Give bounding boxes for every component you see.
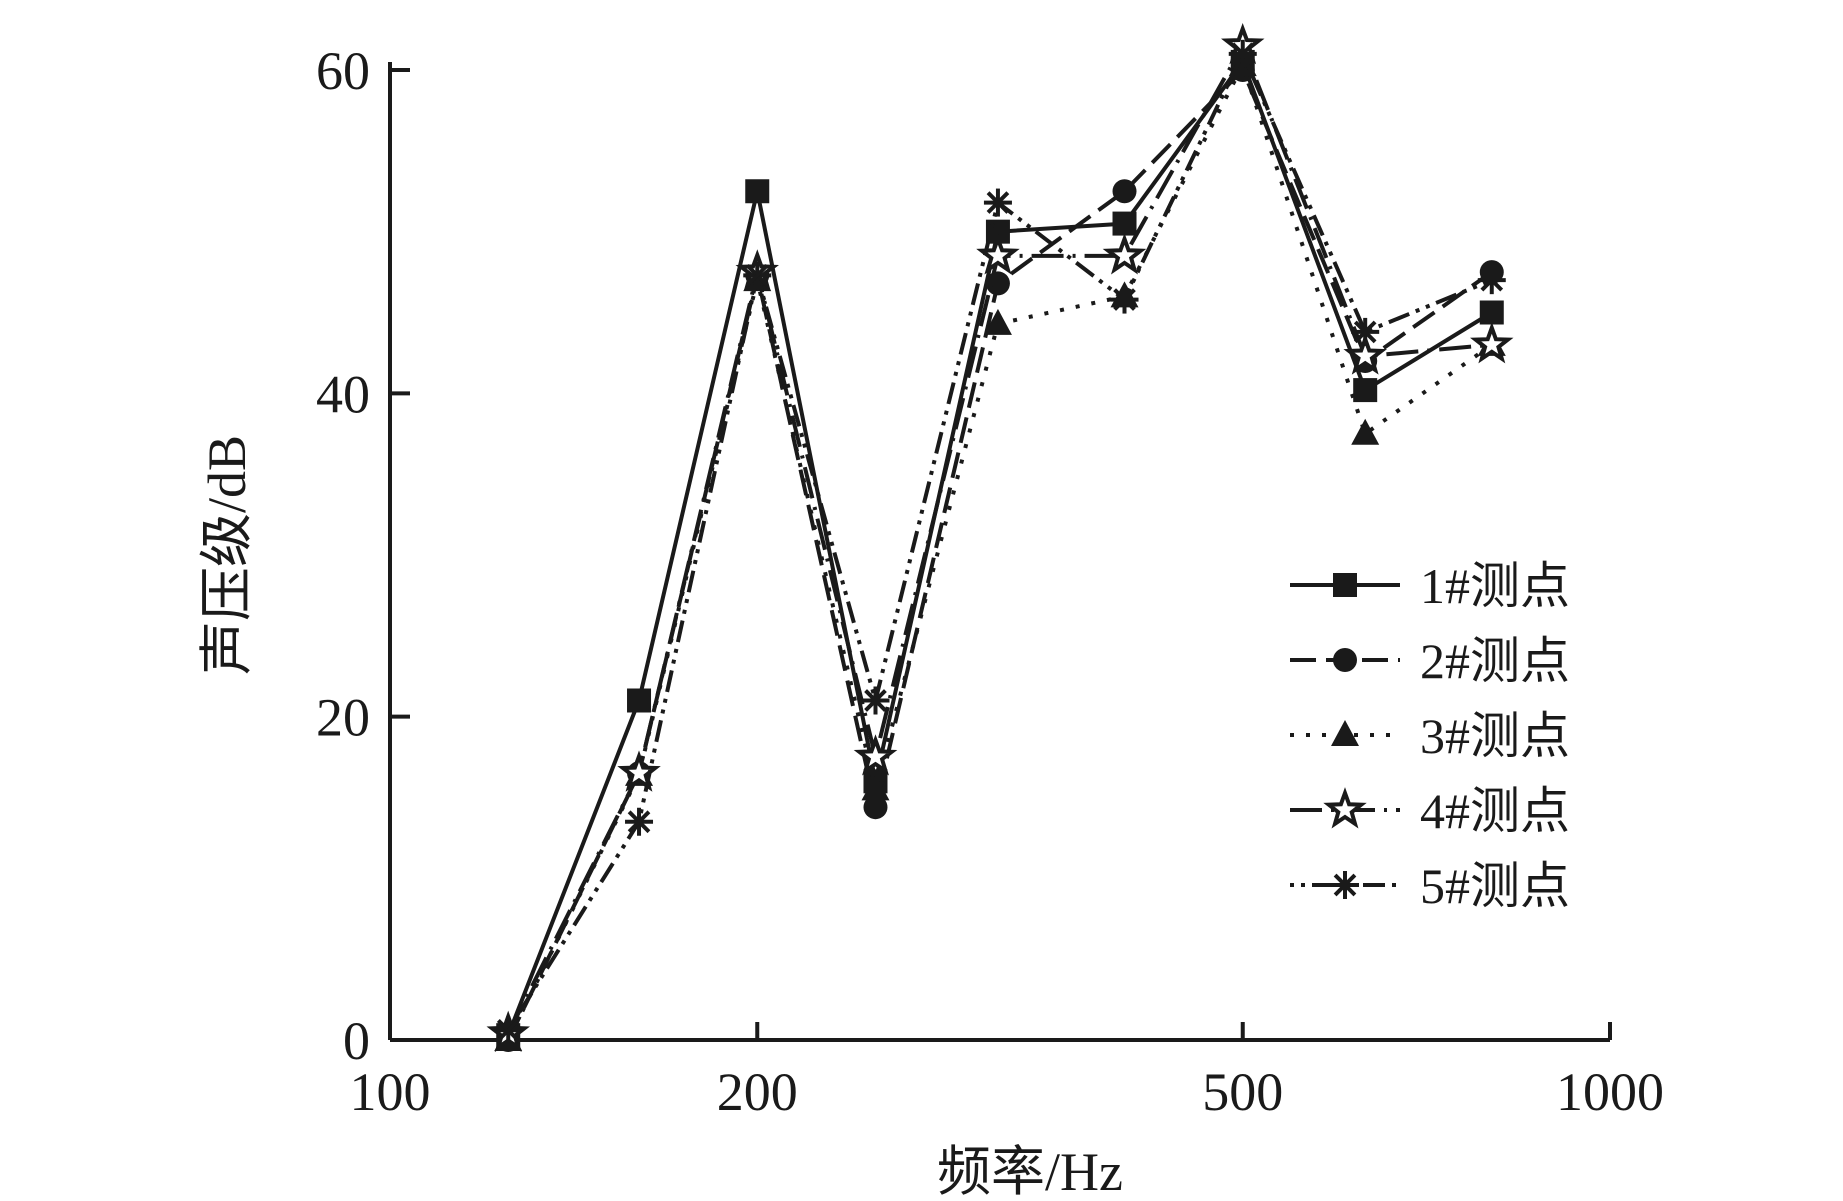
data-point [1228, 39, 1257, 68]
data-point [1112, 179, 1137, 204]
y-tick-label: 0 [343, 1011, 370, 1071]
x-tick-label: 100 [350, 1062, 431, 1122]
data-point [1343, 333, 1387, 375]
data-point [1102, 232, 1147, 275]
x-tick-label: 1000 [1556, 1062, 1664, 1122]
data-point [617, 750, 661, 792]
data-point [745, 179, 770, 204]
legend-entry: 1#测点 [1290, 558, 1570, 614]
x-tick-label: 500 [1202, 1062, 1283, 1122]
data-point [985, 271, 1010, 296]
legend-marker [1333, 648, 1357, 672]
legend-marker [1323, 787, 1367, 829]
legend-marker [1331, 720, 1359, 746]
legend-label: 4#测点 [1420, 783, 1570, 839]
legend-entry: 3#测点 [1290, 708, 1570, 764]
legend: 1#测点 2#测点 3#测点 4#测点 5#测点 [1290, 558, 1570, 914]
x-tick-label: 200 [717, 1062, 798, 1122]
series-4 [486, 22, 1514, 1053]
y-tick-label: 20 [316, 688, 370, 748]
data-point [853, 734, 898, 776]
legend-label: 2#测点 [1420, 633, 1570, 689]
series-5 [494, 39, 1506, 1045]
data-point [983, 188, 1012, 217]
data-point [743, 261, 772, 290]
data-point [1351, 317, 1380, 346]
series-layer [486, 22, 1514, 1053]
data-point [983, 308, 1012, 335]
data-point [1477, 266, 1506, 295]
data-point [1112, 211, 1137, 236]
data-point [1479, 300, 1504, 325]
legend-entry: 4#测点 [1290, 783, 1570, 839]
legend-entry: 5#测点 [1290, 858, 1570, 914]
data-point [1110, 285, 1139, 314]
data-point [494, 1016, 523, 1045]
legend-marker [1333, 573, 1357, 597]
data-point [861, 774, 890, 801]
x-axis-label: 频率/Hz [937, 1142, 1123, 1201]
y-tick-label: 40 [316, 364, 370, 424]
y-axis-label: 声压级/dB [197, 435, 257, 675]
legend-marker [1331, 871, 1359, 899]
data-point [1470, 321, 1514, 364]
y-tick-label: 60 [316, 41, 370, 101]
legend-label: 1#测点 [1420, 558, 1570, 614]
legend-entry: 2#测点 [1290, 633, 1570, 689]
data-point [861, 686, 890, 715]
legend-label: 3#测点 [1420, 708, 1570, 764]
legend-label: 5#测点 [1420, 858, 1570, 914]
data-point [627, 688, 652, 713]
data-point [625, 807, 654, 836]
data-point [1353, 378, 1378, 403]
data-point [1351, 418, 1380, 445]
data-point [863, 795, 888, 820]
axes: 100 200 500 1000 0 20 40 60 [316, 41, 1664, 1122]
